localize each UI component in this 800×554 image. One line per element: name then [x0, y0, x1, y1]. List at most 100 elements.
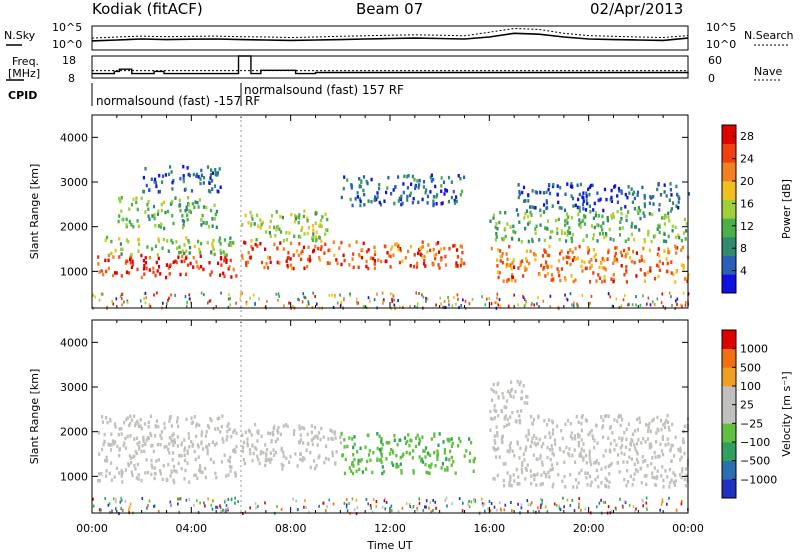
- xtick-label-0: 00:00: [76, 522, 108, 535]
- nsearch-label: N.Search: [744, 29, 794, 42]
- power-echo-band-2: [104, 235, 235, 257]
- power-colorbar-swatch-7: [722, 143, 736, 163]
- power-colorbar-tick-5: 24: [740, 153, 754, 166]
- power-colorbar-swatch-5: [722, 181, 736, 200]
- power-ytick-label-2: 3000: [60, 176, 88, 189]
- velocity-colorbar-tick-7: −1000: [740, 473, 777, 486]
- nave-label: Nave: [754, 65, 783, 78]
- velocity-colorbar-swatch-1: [722, 460, 736, 480]
- velocity-ytick-label-1: 2000: [60, 426, 88, 439]
- power-colorbar-tick-2: 12: [740, 220, 754, 233]
- velocity-echo-band-3: [340, 431, 476, 476]
- series-line-nsky: [91, 32, 689, 42]
- velocity-colorbar: [721, 329, 737, 499]
- velocity-colorbar-tick-5: −100: [740, 436, 770, 449]
- series-line-frequency: [92, 55, 689, 75]
- nsearch-tick-bottom: 10^0: [706, 38, 737, 51]
- xtick-label-2: 08:00: [275, 522, 307, 535]
- velocity-colorbar-tick-6: −500: [740, 455, 770, 468]
- velocity-echo-band-4: [489, 413, 690, 489]
- velocity-colorbar-swatch-5: [722, 386, 736, 405]
- power-echo-band-3: [117, 195, 218, 231]
- nsky-tick-top: 10^5: [52, 21, 83, 34]
- xtick-label-4: 16:00: [473, 522, 505, 535]
- power-echo-band-7: [340, 173, 466, 208]
- velocity-colorbar-swatch-6: [722, 367, 736, 387]
- power-colorbar: [721, 124, 737, 294]
- station-title: Kodiak (fitACF): [92, 0, 203, 18]
- series-line-nave: [92, 56, 689, 72]
- power-colorbar-swatch-0: [722, 274, 736, 294]
- power-colorbar-frame: [721, 124, 737, 294]
- power-colorbar-swatch-2: [722, 237, 736, 256]
- velocity-colorbar-swatch-0: [722, 479, 736, 499]
- x-axis-label: Time UT: [366, 539, 412, 552]
- power-colorbar-tick-3: 16: [740, 197, 754, 210]
- power-colorbar-tick-0: 4: [740, 265, 747, 278]
- power-ylabel: Slant Range [km]: [28, 164, 41, 260]
- velocity-echo-band-2: [241, 422, 343, 471]
- power-colorbar-tick-6: 28: [740, 130, 754, 143]
- power-ytick-label-3: 4000: [60, 131, 88, 144]
- velocity-ylabel: Slant Range [km]: [28, 369, 41, 465]
- power-echo-band-1: [97, 253, 238, 280]
- xtick-label-3: 12:00: [374, 522, 406, 535]
- cpid-label: CPID: [8, 89, 38, 102]
- velocity-echo-band-1: [97, 414, 238, 485]
- freq-label-line1: Freq.: [12, 55, 40, 68]
- nsky-label: N.Sky: [4, 29, 36, 42]
- velocity-panel-frame: [91, 319, 689, 514]
- velocity-colorbar-swatch-7: [722, 348, 736, 368]
- freq-tick-top: 18: [62, 54, 76, 67]
- power-colorbar-tick-1: 8: [740, 242, 747, 255]
- velocity-colorbar-swatch-3: [722, 423, 736, 443]
- date-title: 02/Apr/2013: [590, 0, 684, 18]
- power-colorbar-swatch-6: [722, 162, 736, 182]
- nave-tick-top: 60: [708, 54, 722, 67]
- velocity-colorbar-tick-0: 1000: [740, 343, 768, 356]
- velocity-heatmap: [92, 379, 690, 516]
- freq-label-line2: [MHz]: [8, 67, 41, 80]
- xtick-label-6: 00:00: [672, 522, 704, 535]
- power-echo-band-10: [515, 182, 690, 213]
- velocity-colorbar-tick-1: 500: [740, 361, 761, 374]
- power-near-range-scatter: [92, 291, 690, 311]
- xtick-label-1: 04:00: [175, 522, 207, 535]
- series-line-nsearch: [91, 27, 689, 39]
- velocity-colorbar-frame: [721, 329, 737, 499]
- nave-tick-bottom: 0: [708, 72, 715, 85]
- power-echo-band-5: [241, 240, 466, 271]
- power-colorbar-swatch-3: [722, 218, 736, 238]
- power-ytick-label-0: 1000: [60, 265, 88, 278]
- power-echo-band-9: [489, 208, 688, 244]
- velocity-colorbar-swatch-8: [722, 330, 736, 349]
- freq-tick-bottom: 8: [68, 72, 75, 85]
- power-colorbar-swatch-1: [722, 255, 736, 275]
- velocity-colorbar-tick-2: 100: [740, 380, 761, 393]
- power-echo-band-8: [490, 244, 690, 284]
- freq-panel-frame: [91, 55, 689, 79]
- power-ytick-label-1: 2000: [60, 221, 88, 234]
- power-colorbar-label: Power [dB]: [780, 179, 793, 239]
- cpid-program-b: normalsound (fast) 157 RF: [244, 83, 404, 97]
- velocity-ytick-label-2: 3000: [60, 381, 88, 394]
- nsearch-tick-top: 10^5: [706, 21, 737, 34]
- velocity-colorbar-tick-4: −25: [740, 417, 763, 430]
- velocity-colorbar-swatch-4: [722, 404, 736, 424]
- power-colorbar-swatch-8: [722, 125, 736, 144]
- velocity-ytick-label-3: 4000: [60, 336, 88, 349]
- power-heatmap: [92, 164, 690, 311]
- power-colorbar-tick-4: 20: [740, 175, 754, 188]
- velocity-colorbar-swatch-2: [722, 442, 736, 461]
- power-echo-band-4: [142, 164, 222, 194]
- nsky-tick-bottom: 10^0: [52, 38, 83, 51]
- velocity-ytick-label-0: 1000: [60, 470, 88, 483]
- velocity-echo-band-5: [489, 379, 529, 415]
- beam-title: Beam 07: [356, 0, 424, 18]
- xtick-label-5: 20:00: [573, 522, 605, 535]
- velocity-colorbar-tick-3: 25: [740, 399, 754, 412]
- power-colorbar-swatch-4: [722, 199, 736, 219]
- velocity-colorbar-label: Velocity [m s⁻¹]: [780, 371, 793, 456]
- cpid-program-a: normalsound (fast) -157 RF: [96, 94, 261, 108]
